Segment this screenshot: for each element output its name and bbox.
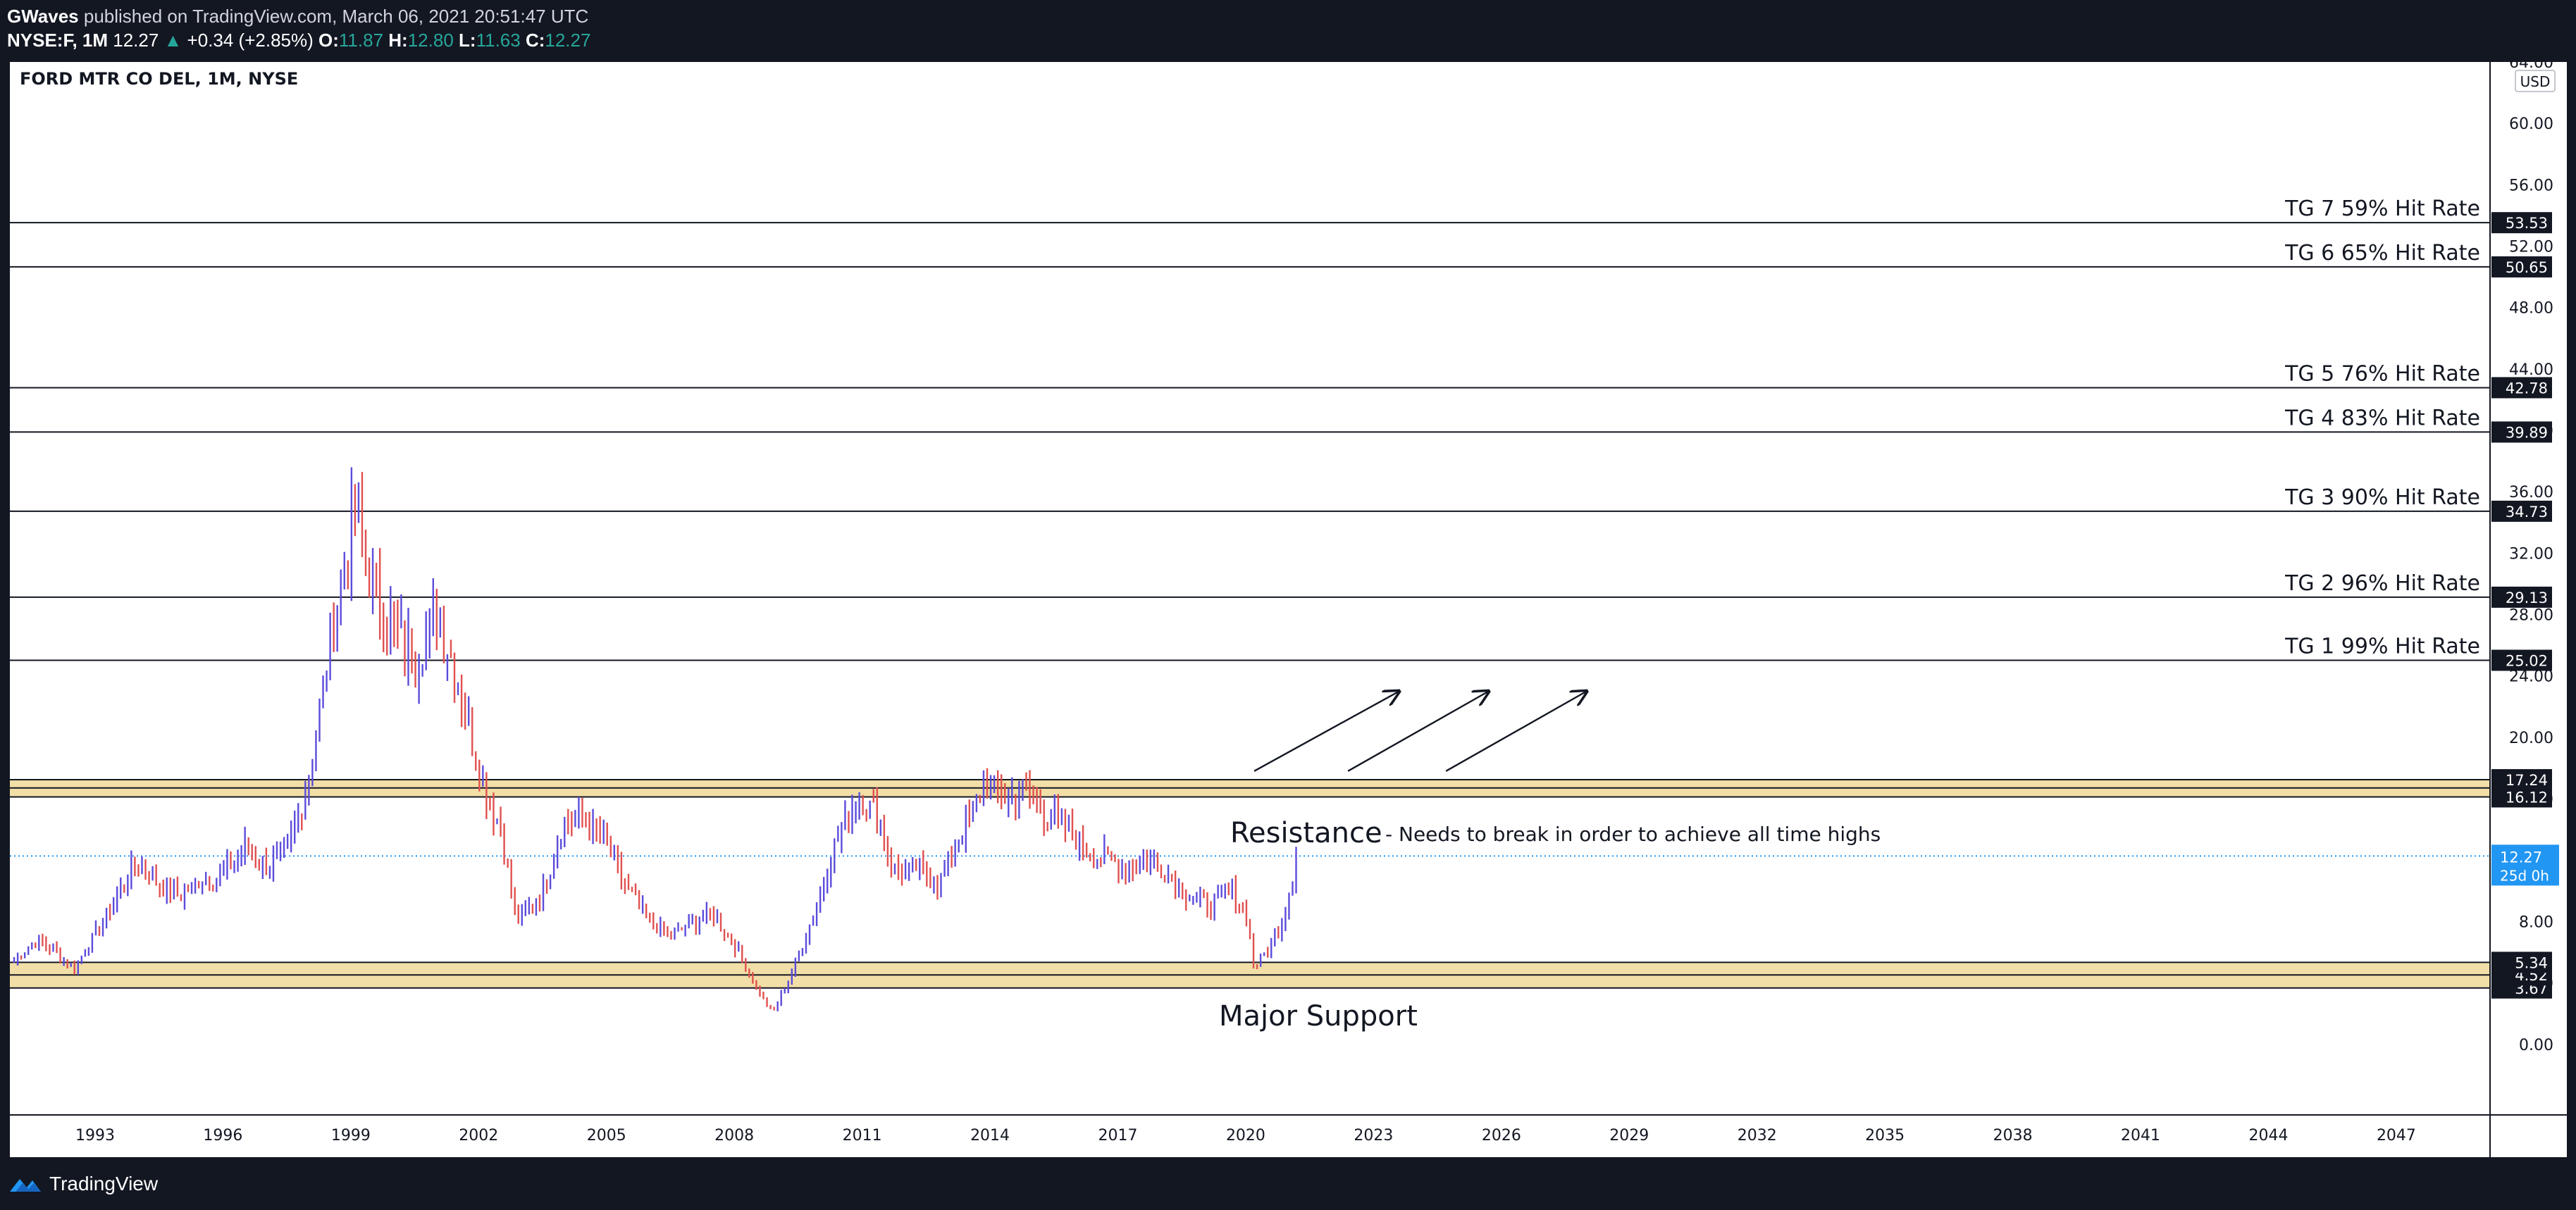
- current-price-tag-bg: [2491, 844, 2559, 886]
- time-tick-label: 2017: [1098, 1127, 1138, 1144]
- price-tick-label: 44.00: [2509, 361, 2553, 379]
- footer-bar: TradingView: [0, 1157, 2576, 1210]
- time-tick-label: 2044: [2248, 1127, 2288, 1144]
- target-price-tag-bg: [2491, 421, 2552, 443]
- quote-line: NYSE:F, 1M 12.27 ▲ +0.34 (+2.85%) O:11.8…: [7, 30, 590, 51]
- price-tick-label: 20.00: [2509, 730, 2553, 747]
- target-price-tag: 25.02: [2506, 652, 2548, 669]
- low-value: 11.63: [476, 30, 521, 51]
- target-price-tag-bg: [2491, 649, 2552, 671]
- currency-label: USD: [2520, 73, 2551, 90]
- time-tick-label: 2047: [2377, 1127, 2416, 1144]
- price-tick-label: 64.00: [2509, 62, 2553, 72]
- tradingview-logo[interactable]: TradingView: [8, 1171, 158, 1197]
- close-label: C:: [525, 30, 545, 51]
- target-price-tag-bg: [2491, 586, 2552, 608]
- resistance-price-tag-bg: [2491, 769, 2552, 791]
- resistance-price-tag: 16.12: [2506, 789, 2548, 806]
- up-arrow-icon: [1347, 692, 1489, 772]
- price-tick-label: 28.00: [2509, 607, 2553, 625]
- resistance-note: - Needs to break in order to achieve all…: [1385, 823, 1881, 846]
- time-tick-label: 2008: [714, 1127, 754, 1144]
- chart-pane[interactable]: FORD MTR CO DEL, 1M, NYSE TG 7 59% Hit Ra…: [10, 62, 2567, 1157]
- price-tick-label: 60.00: [2509, 116, 2553, 133]
- time-tick-label: 2029: [1609, 1127, 1649, 1144]
- price-tick-label: 36.00: [2509, 484, 2553, 501]
- current-price-tag: 12.27: [2500, 849, 2542, 866]
- target-price-tag: 50.65: [2506, 259, 2548, 276]
- time-tick-label: 2023: [1354, 1127, 1393, 1144]
- price-tick-label: 8.00: [2519, 913, 2553, 931]
- target-price-tag-bg: [2491, 212, 2552, 234]
- time-tick-label: 2035: [1865, 1127, 1905, 1144]
- target-price-tag-bg: [2491, 256, 2552, 277]
- chart-title: FORD MTR CO DEL, 1M, NYSE: [20, 69, 298, 89]
- time-tick-label: 2011: [843, 1127, 882, 1144]
- target-price-tag: 42.78: [2506, 380, 2548, 397]
- time-tick-label: 1996: [203, 1127, 242, 1144]
- open-value: 11.87: [338, 30, 384, 51]
- low-label: L:: [459, 30, 476, 51]
- currency-badge: [2515, 70, 2556, 92]
- support-price-tag-bg: [2491, 952, 2552, 973]
- author-name[interactable]: GWaves: [7, 6, 79, 27]
- target-label: TG 7 59% Hit Rate: [2284, 197, 2480, 221]
- open-label: O:: [318, 30, 339, 51]
- target-label: TG 5 76% Hit Rate: [2284, 361, 2480, 386]
- time-tick-label: 2014: [970, 1127, 1010, 1144]
- time-tick-label: 2038: [1993, 1127, 2033, 1144]
- high-label: H:: [388, 30, 408, 51]
- time-tick-label: 2005: [587, 1127, 626, 1144]
- tradingview-brand: TradingView: [49, 1173, 159, 1195]
- resistance-price-tag: 17.24: [2506, 772, 2548, 789]
- target-price-tag: 34.73: [2506, 504, 2548, 520]
- publish-header: GWaves published on TradingView.com, Mar…: [0, 0, 2576, 62]
- price-chart[interactable]: FORD MTR CO DEL, 1M, NYSE TG 7 59% Hit Ra…: [10, 62, 2567, 1157]
- up-arrow-icon: [1445, 692, 1587, 772]
- target-price-tag: 29.13: [2506, 590, 2548, 606]
- price-tick-label: 56.00: [2509, 177, 2553, 194]
- price-change: +0.34 (+2.85%): [187, 30, 314, 51]
- time-tick-label: 2041: [2121, 1127, 2160, 1144]
- target-price-tag: 53.53: [2506, 215, 2548, 232]
- symbol-label: NYSE:F, 1M: [7, 30, 109, 51]
- price-tick-label: 0.00: [2519, 1037, 2553, 1054]
- bar-countdown: 25d 0h: [2500, 867, 2549, 884]
- support-title: Major Support: [1219, 1000, 1418, 1033]
- tradingview-logo-icon: [10, 1179, 41, 1192]
- time-tick-label: 2020: [1226, 1127, 1265, 1144]
- time-tick-label: 2032: [1738, 1127, 1777, 1144]
- time-tick-label: 1993: [75, 1127, 115, 1144]
- target-label: TG 1 99% Hit Rate: [2284, 634, 2480, 659]
- target-price-tag: 39.89: [2506, 424, 2548, 441]
- price-tick-label: 24.00: [2509, 668, 2553, 686]
- time-tick-label: 2026: [1482, 1127, 1521, 1144]
- price-tick-label: 32.00: [2509, 545, 2553, 563]
- support-price-tag: 5.34: [2515, 954, 2548, 971]
- price-tick-label: 52.00: [2509, 239, 2553, 256]
- time-tick-label: 1999: [331, 1127, 371, 1144]
- published-text: published on TradingView.com, March 06, …: [83, 6, 589, 27]
- last-price: 12.27: [113, 30, 159, 51]
- target-label: TG 6 65% Hit Rate: [2284, 241, 2480, 266]
- time-tick-label: 2002: [459, 1127, 498, 1144]
- up-arrow-icon: ▲: [163, 30, 182, 51]
- target-label: TG 2 96% Hit Rate: [2284, 571, 2480, 596]
- target-label: TG 3 90% Hit Rate: [2284, 485, 2480, 510]
- resistance-title: Resistance: [1230, 817, 1382, 849]
- publish-line: GWaves published on TradingView.com, Mar…: [7, 6, 588, 27]
- close-value: 12.27: [545, 30, 591, 51]
- high-value: 12.80: [407, 30, 454, 51]
- price-tick-label: 48.00: [2509, 300, 2553, 318]
- target-price-tag-bg: [2491, 500, 2552, 522]
- target-label: TG 4 83% Hit Rate: [2284, 406, 2480, 430]
- up-arrow-icon: [1253, 692, 1399, 772]
- target-price-tag-bg: [2491, 377, 2552, 399]
